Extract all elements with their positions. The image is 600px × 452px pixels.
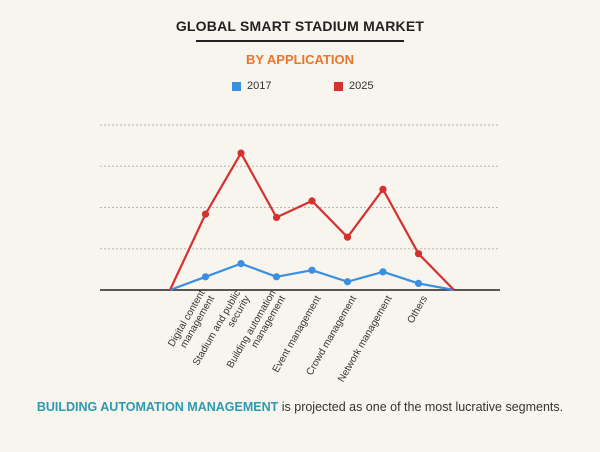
legend-label-2025: 2025 — [349, 80, 374, 92]
footer-text: is projected as one of the most lucrativ… — [278, 400, 564, 414]
tick-label-line: Others — [406, 294, 431, 325]
data-point-2025-7 — [414, 250, 423, 258]
data-point-2025-5 — [343, 233, 352, 241]
data-point-2025-6 — [379, 185, 387, 193]
data-point-2025-1 — [201, 210, 210, 218]
tick-label-7: Others — [406, 294, 431, 325]
data-point-2025-4 — [308, 197, 316, 205]
chart-subtitle: BY APPLICATION — [245, 52, 355, 67]
legend-label-2017: 2017 — [247, 80, 272, 92]
data-point-2017-3 — [272, 273, 281, 281]
legend-swatch-2025 — [334, 81, 343, 91]
footer-highlight: BUILDING AUTOMATION MANAGEMENT — [36, 400, 279, 414]
data-point-2017-6 — [379, 268, 387, 276]
footer-note: BUILDING AUTOMATION MANAGEMENT is projec… — [0, 399, 600, 416]
data-point-2017-2 — [237, 260, 245, 268]
data-point-2025-2 — [237, 149, 245, 157]
legend-item-2017: 2017 — [232, 80, 271, 92]
title-underline — [196, 40, 404, 42]
data-point-2017-5 — [343, 278, 352, 286]
data-point-2017-4 — [308, 266, 316, 274]
data-point-2025-3 — [272, 213, 281, 221]
data-point-2017-7 — [414, 279, 423, 287]
legend-swatch-2017 — [232, 81, 241, 91]
data-point-2017-1 — [201, 273, 210, 281]
legend-item-2025: 2025 — [334, 80, 373, 92]
chart-title: GLOBAL SMART STADIUM MARKET — [175, 18, 425, 34]
